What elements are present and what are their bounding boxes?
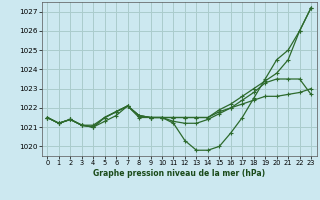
X-axis label: Graphe pression niveau de la mer (hPa): Graphe pression niveau de la mer (hPa) (93, 169, 265, 178)
